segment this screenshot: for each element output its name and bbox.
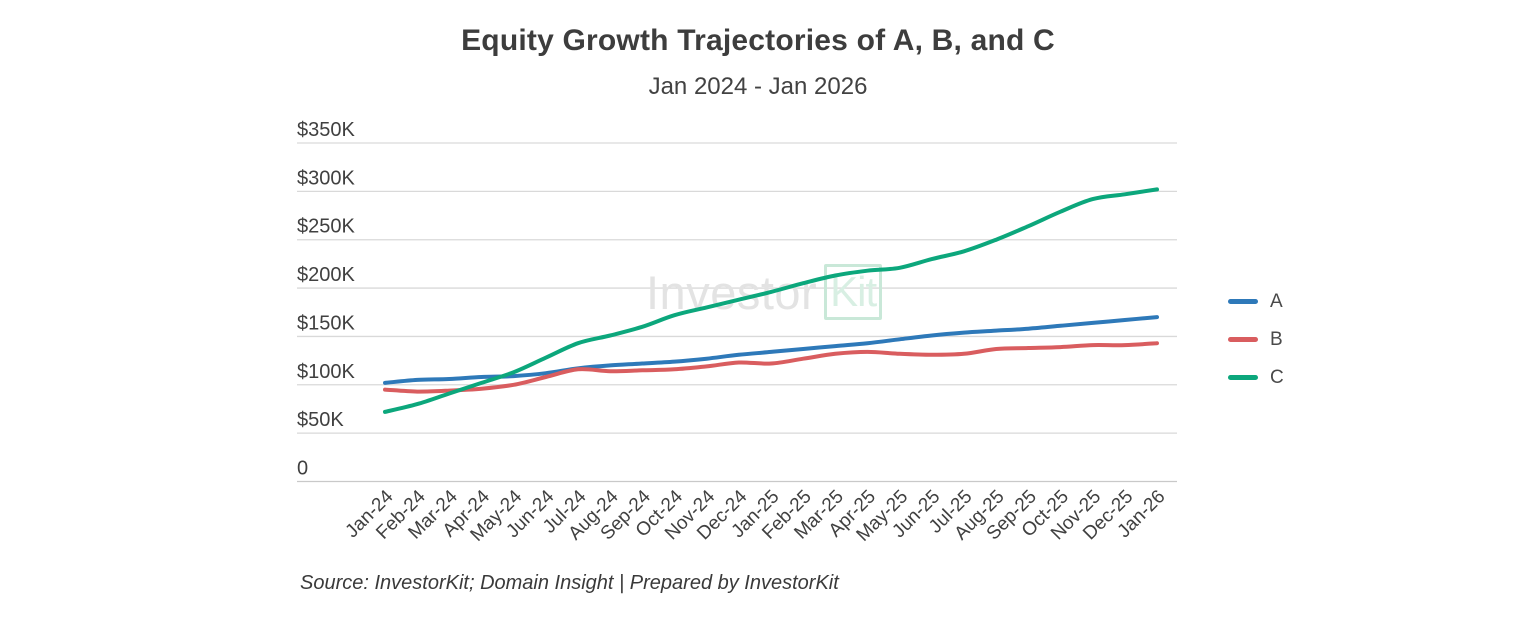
watermark-text: Investor	[646, 265, 818, 319]
legend-swatch-c	[1228, 375, 1258, 380]
x-axis-tick-label: Apr-25	[825, 486, 880, 541]
x-axis-tick-label: Jun-25	[888, 486, 944, 542]
x-axis-tick-label: Feb-25	[758, 486, 815, 543]
x-axis-tick-label: Mar-24	[404, 486, 462, 544]
legend-item-b: B	[1228, 328, 1284, 350]
x-axis-tick-label: Jan-26	[1114, 486, 1170, 542]
x-axis-tick-label: Sep-24	[597, 486, 655, 544]
watermark-logo-box: Kit	[824, 264, 883, 320]
legend-item-a: A	[1228, 290, 1284, 312]
legend-swatch-b	[1228, 337, 1258, 342]
y-axis-tick-label: $50K	[297, 409, 344, 431]
x-axis-tick-label: Aug-25	[951, 486, 1009, 544]
y-axis-tick-label: $250K	[297, 216, 355, 238]
x-axis-tick-label: Oct-25	[1018, 486, 1073, 541]
x-axis-tick-label: Aug-24	[565, 486, 623, 544]
x-axis-tick-label: Mar-25	[790, 486, 847, 543]
y-axis-tick-label: $100K	[297, 361, 355, 383]
watermark: Investor Kit	[646, 264, 883, 320]
legend: A B C	[1228, 290, 1284, 388]
y-axis-tick-label: 0	[297, 458, 308, 480]
legend-label-b: B	[1270, 328, 1283, 350]
x-axis-tick-label: Oct-24	[632, 486, 687, 541]
x-axis-tick-label: May-24	[467, 486, 527, 546]
x-axis-tick-label: Nov-25	[1047, 486, 1105, 544]
legend-swatch-a	[1228, 299, 1258, 304]
y-axis-tick-label: $300K	[297, 167, 355, 189]
series-line-b	[383, 341, 1159, 394]
x-axis-tick-label: Jul-24	[539, 486, 591, 538]
x-axis-tick-label: Dec-25	[1079, 486, 1137, 544]
chart-subtitle: Jan 2024 - Jan 2026	[648, 73, 868, 100]
chart-title: Equity Growth Trajectories of A, B, and …	[461, 24, 1055, 57]
legend-label-a: A	[1270, 290, 1283, 312]
x-axis-tick-label: Apr-24	[439, 486, 494, 541]
y-axis-tick-label: $200K	[297, 264, 355, 286]
x-axis-tick-label: Feb-24	[372, 486, 430, 544]
series-line-a	[383, 315, 1159, 385]
x-axis-tick-label: Dec-24	[693, 486, 751, 544]
source-note: Source: InvestorKit; Domain Insight | Pr…	[300, 572, 839, 594]
y-axis-tick-label: $350K	[297, 119, 355, 141]
legend-item-c: C	[1228, 366, 1284, 388]
x-axis-tick-label: Jan-25	[728, 486, 784, 542]
x-axis-tick-label: Nov-24	[661, 486, 719, 544]
x-axis-tick-label: May-25	[853, 486, 913, 546]
y-axis-tick-label: $150K	[297, 312, 355, 334]
x-axis-tick-label: Sep-25	[983, 486, 1041, 544]
x-axis-tick-label: Jul-25	[925, 486, 976, 537]
x-axis-tick-label: Jan-24	[342, 486, 398, 542]
x-axis-tick-label: Jun-24	[502, 486, 558, 542]
legend-label-c: C	[1270, 366, 1284, 388]
